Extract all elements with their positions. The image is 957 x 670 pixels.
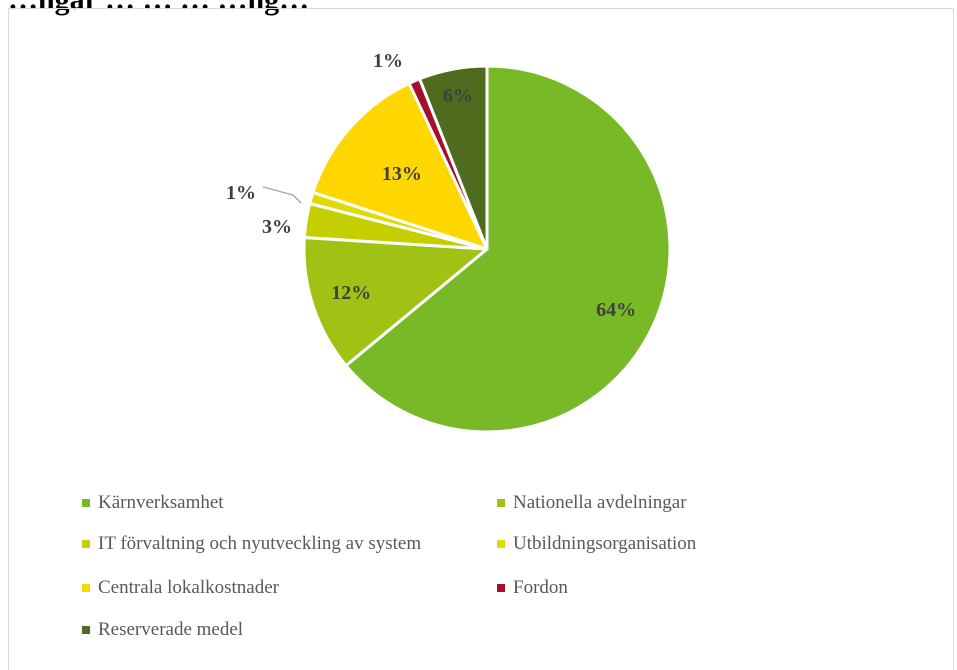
pie-slice [344,64,672,434]
pie-slice [418,64,489,251]
legend-swatch [497,499,505,507]
data-label: 3% [262,216,292,238]
chart-title: …ngar … … … …ng… [8,0,309,16]
legend-item: Nationella avdelningar [497,492,687,514]
legend-item: Reserverade medel [82,619,243,641]
legend-item: IT förvaltning och nyutveckling av syste… [82,533,421,555]
legend-label: Nationella avdelningar [513,492,687,513]
legend-label: Utbildningsorganisation [513,533,697,554]
legend-label: Reserverade medel [98,619,244,640]
legend-swatch [82,499,90,507]
legend-swatch [82,584,90,592]
legend-item: Utbildningsorganisation [497,533,696,555]
data-label: 1% [226,182,256,204]
legend-swatch [497,540,505,548]
data-label: 64% [596,299,636,321]
legend-label: Centrala lokalkostnader [98,577,279,598]
legend-item: Fordon [497,577,568,599]
pie-slice [311,81,489,251]
legend-swatch [497,584,505,592]
legend-swatch [82,540,90,548]
data-label: 6% [443,85,473,107]
legend-swatch [82,626,90,634]
pie-slice [302,236,489,368]
data-label: 13% [382,163,422,185]
leader-line [262,186,302,204]
chart-frame [8,8,954,670]
legend-item: Centrala lokalkostnader [82,577,279,599]
legend-label: IT förvaltning och nyutveckling av syste… [98,533,422,554]
legend-label: Kärnverksamhet [98,492,224,513]
legend-item: Kärnverksamhet [82,492,224,514]
legend-label: Fordon [513,577,568,598]
data-label: 12% [331,282,371,304]
data-label: 1% [373,50,403,72]
